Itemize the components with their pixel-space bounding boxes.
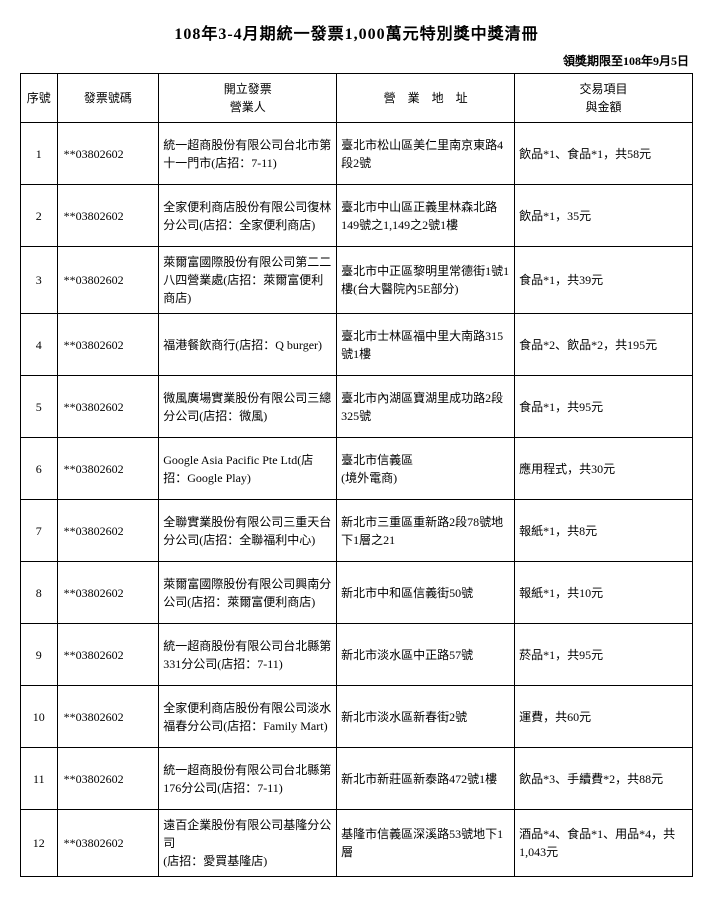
cell-ticket: **03802602 <box>57 562 159 624</box>
cell-item: 飲品*1，35元 <box>515 185 693 247</box>
cell-item: 飲品*3、手續費*2，共88元 <box>515 748 693 810</box>
cell-issuer: 統一超商股份有限公司台北縣第176分公司(店招：7-11) <box>159 748 337 810</box>
cell-seq: 9 <box>21 624 58 686</box>
cell-item: 食品*1，共95元 <box>515 376 693 438</box>
header-address: 營 業 地 址 <box>337 74 515 123</box>
cell-address: 新北市中和區信義街50號 <box>337 562 515 624</box>
cell-seq: 2 <box>21 185 58 247</box>
cell-ticket: **03802602 <box>57 185 159 247</box>
cell-seq: 6 <box>21 438 58 500</box>
cell-ticket: **03802602 <box>57 376 159 438</box>
cell-ticket: **03802602 <box>57 123 159 185</box>
cell-item: 菸品*1，共95元 <box>515 624 693 686</box>
table-row: 6**03802602Google Asia Pacific Pte Ltd(店… <box>21 438 693 500</box>
table-header-row: 序號 發票號碼 開立發票營業人 營 業 地 址 交易項目與金額 <box>21 74 693 123</box>
cell-seq: 5 <box>21 376 58 438</box>
cell-item: 運費，共60元 <box>515 686 693 748</box>
cell-seq: 3 <box>21 247 58 314</box>
cell-address: 新北市三重區重新路2段78號地下1層之21 <box>337 500 515 562</box>
cell-address: 新北市淡水區中正路57號 <box>337 624 515 686</box>
table-row: 10**03802602全家便利商店股份有限公司淡水福春分公司(店招：Famil… <box>21 686 693 748</box>
cell-seq: 12 <box>21 810 58 877</box>
header-item: 交易項目與金額 <box>515 74 693 123</box>
table-row: 9**03802602統一超商股份有限公司台北縣第331分公司(店招：7-11)… <box>21 624 693 686</box>
cell-issuer: 全家便利商店股份有限公司淡水福春分公司(店招：Family Mart) <box>159 686 337 748</box>
cell-issuer: 遠百企業股份有限公司基隆分公司(店招：愛買基隆店) <box>159 810 337 877</box>
cell-ticket: **03802602 <box>57 438 159 500</box>
cell-address: 臺北市信義區(境外電商) <box>337 438 515 500</box>
table-row: 11**03802602統一超商股份有限公司台北縣第176分公司(店招：7-11… <box>21 748 693 810</box>
cell-address: 新北市淡水區新春街2號 <box>337 686 515 748</box>
cell-item: 報紙*1，共8元 <box>515 500 693 562</box>
winners-table: 序號 發票號碼 開立發票營業人 營 業 地 址 交易項目與金額 1**03802… <box>20 73 693 877</box>
table-row: 8**03802602萊爾富國際股份有限公司興南分公司(店招：萊爾富便利商店)新… <box>21 562 693 624</box>
table-row: 2**03802602全家便利商店股份有限公司復林分公司(店招：全家便利商店)臺… <box>21 185 693 247</box>
table-row: 4**03802602福港餐飲商行(店招：Q burger)臺北市士林區福中里大… <box>21 314 693 376</box>
deadline-text: 領獎期限至108年9月5日 <box>20 52 693 69</box>
cell-issuer: 福港餐飲商行(店招：Q burger) <box>159 314 337 376</box>
table-row: 5**03802602微風廣場實業股份有限公司三總分公司(店招：微風)臺北市內湖… <box>21 376 693 438</box>
cell-seq: 10 <box>21 686 58 748</box>
table-row: 3**03802602萊爾富國際股份有限公司第二二八四營業處(店招：萊爾富便利商… <box>21 247 693 314</box>
cell-ticket: **03802602 <box>57 247 159 314</box>
header-ticket: 發票號碼 <box>57 74 159 123</box>
cell-item: 應用程式，共30元 <box>515 438 693 500</box>
cell-address: 新北市新莊區新泰路472號1樓 <box>337 748 515 810</box>
cell-ticket: **03802602 <box>57 624 159 686</box>
cell-issuer: 萊爾富國際股份有限公司興南分公司(店招：萊爾富便利商店) <box>159 562 337 624</box>
cell-ticket: **03802602 <box>57 686 159 748</box>
page-title: 108年3-4月期統一發票1,000萬元特別獎中獎清冊 <box>20 20 693 44</box>
cell-address: 臺北市內湖區寶湖里成功路2段325號 <box>337 376 515 438</box>
cell-ticket: **03802602 <box>57 748 159 810</box>
cell-issuer: 萊爾富國際股份有限公司第二二八四營業處(店招：萊爾富便利商店) <box>159 247 337 314</box>
cell-seq: 8 <box>21 562 58 624</box>
cell-ticket: **03802602 <box>57 314 159 376</box>
cell-ticket: **03802602 <box>57 810 159 877</box>
cell-issuer: 全聯實業股份有限公司三重天台分公司(店招：全聯福利中心) <box>159 500 337 562</box>
cell-item: 食品*1，共39元 <box>515 247 693 314</box>
cell-item: 酒品*4、食品*1、用品*4，共1,043元 <box>515 810 693 877</box>
cell-address: 臺北市士林區福中里大南路315號1樓 <box>337 314 515 376</box>
table-row: 12**03802602遠百企業股份有限公司基隆分公司(店招：愛買基隆店)基隆市… <box>21 810 693 877</box>
table-row: 7**03802602全聯實業股份有限公司三重天台分公司(店招：全聯福利中心)新… <box>21 500 693 562</box>
cell-ticket: **03802602 <box>57 500 159 562</box>
cell-seq: 11 <box>21 748 58 810</box>
cell-address: 臺北市松山區美仁里南京東路4段2號 <box>337 123 515 185</box>
cell-address: 基隆市信義區深溪路53號地下1層 <box>337 810 515 877</box>
cell-issuer: 統一超商股份有限公司台北縣第331分公司(店招：7-11) <box>159 624 337 686</box>
cell-issuer: Google Asia Pacific Pte Ltd(店招：Google Pl… <box>159 438 337 500</box>
cell-item: 報紙*1，共10元 <box>515 562 693 624</box>
header-seq: 序號 <box>21 74 58 123</box>
table-row: 1**03802602統一超商股份有限公司台北市第十一門市(店招：7-11)臺北… <box>21 123 693 185</box>
cell-seq: 1 <box>21 123 58 185</box>
cell-item: 食品*2、飲品*2，共195元 <box>515 314 693 376</box>
cell-issuer: 統一超商股份有限公司台北市第十一門市(店招：7-11) <box>159 123 337 185</box>
cell-issuer: 全家便利商店股份有限公司復林分公司(店招：全家便利商店) <box>159 185 337 247</box>
cell-item: 飲品*1、食品*1，共58元 <box>515 123 693 185</box>
cell-issuer: 微風廣場實業股份有限公司三總分公司(店招：微風) <box>159 376 337 438</box>
cell-seq: 4 <box>21 314 58 376</box>
header-issuer: 開立發票營業人 <box>159 74 337 123</box>
cell-address: 臺北市中山區正義里林森北路149號之1,149之2號1樓 <box>337 185 515 247</box>
cell-seq: 7 <box>21 500 58 562</box>
cell-address: 臺北市中正區黎明里常德街1號1樓(台大醫院內5E部分) <box>337 247 515 314</box>
